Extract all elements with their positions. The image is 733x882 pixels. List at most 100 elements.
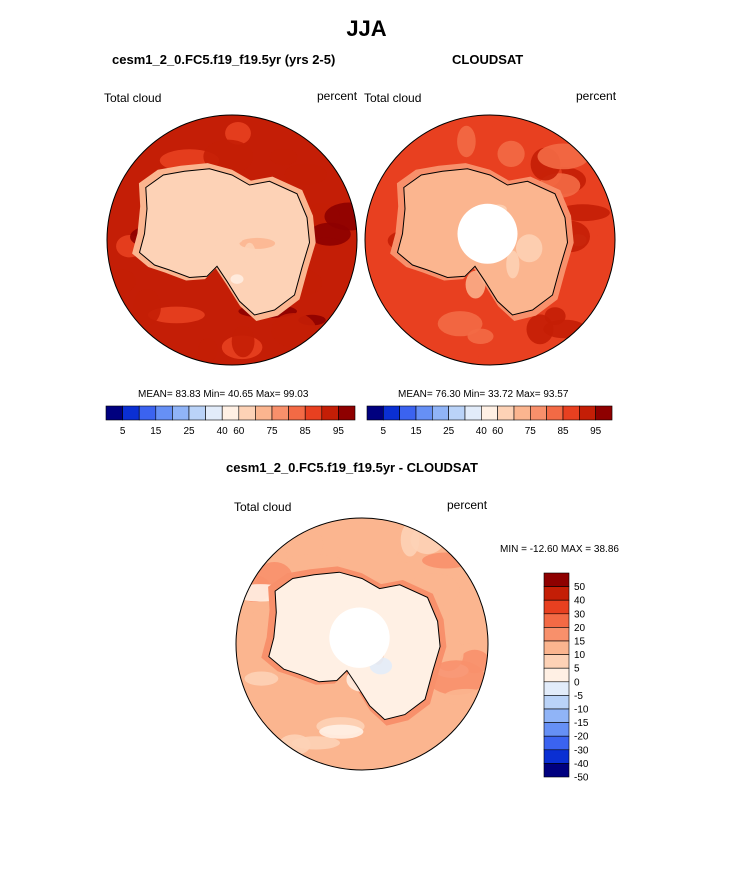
ocean-patch	[291, 736, 340, 750]
interior-patch	[465, 270, 486, 299]
colorbar-box	[543, 572, 570, 587]
interior-patch	[230, 274, 244, 284]
colorbar-box	[321, 405, 339, 421]
colorbar-tick-label: 10	[574, 650, 586, 661]
panel1-units-label: percent	[317, 89, 358, 103]
colorbar-tick-label: 5	[574, 664, 580, 675]
ocean-patch	[457, 125, 476, 158]
ocean-patch	[148, 306, 205, 324]
ocean-patch	[319, 724, 364, 739]
colorbar-box	[543, 722, 570, 737]
colorbar-box	[415, 405, 433, 421]
panel1-variable-label: Total cloud	[104, 91, 162, 105]
ocean-patch	[231, 325, 255, 358]
ocean-patch	[133, 288, 161, 326]
colorbar-tick-label: -30	[574, 745, 589, 756]
colorbar-tick-label: -5	[574, 691, 583, 702]
panel3-title: cesm1_2_0.FC5.f19_f19.5yr - CLOUDSAT	[226, 460, 478, 475]
colorbar-box	[513, 405, 531, 421]
colorbar-tick-label: 50	[574, 582, 586, 593]
colorbar-tick-label: 30	[574, 609, 586, 620]
ocean-patch	[107, 268, 137, 295]
colorbar-box	[366, 405, 384, 421]
ocean-patch	[497, 140, 525, 167]
colorbar-box	[431, 405, 449, 421]
interior-patch	[243, 242, 256, 266]
coastline	[268, 571, 441, 721]
colorbar-box	[543, 599, 570, 615]
panel2-variable-label: Total cloud	[364, 91, 422, 105]
colorbar-box	[543, 735, 570, 751]
colorbar-tick-label: 0	[574, 677, 580, 688]
colorbar-tick-label: -50	[574, 773, 589, 784]
colorbar-box	[543, 613, 570, 628]
colorbar-box	[155, 405, 173, 421]
ocean-patch	[203, 139, 254, 174]
colorbar-box	[382, 405, 400, 421]
colorbar-box	[464, 405, 482, 421]
ocean-patch	[284, 163, 328, 185]
colorbar-box	[238, 405, 256, 421]
panel2-title: CLOUDSAT	[452, 52, 524, 67]
colorbar-tick-label: -15	[574, 718, 589, 729]
panel3-units-label: percent	[447, 498, 488, 512]
colorbar-tick-label: 40	[217, 426, 229, 437]
coastline	[138, 168, 311, 316]
coastline	[396, 168, 569, 316]
colorbar-box	[595, 405, 613, 421]
colorbar-box	[529, 405, 547, 421]
colorbar-tick-label: 95	[333, 426, 345, 437]
interior-patch	[516, 234, 543, 263]
ocean-patch	[537, 143, 589, 170]
colorbar-box	[497, 405, 515, 421]
ocean-patch	[244, 671, 279, 686]
panel2-colorbar: 5 15 25 40 60 75 85 95	[366, 405, 613, 437]
ocean-patch	[462, 118, 495, 129]
polar-data-gap	[457, 203, 518, 264]
colorbar-box	[122, 405, 140, 421]
colorbar-tick-label: 20	[574, 623, 586, 634]
ocean-patch	[526, 314, 554, 345]
colorbar-tick-label: 60	[492, 426, 504, 437]
figure-title: JJA	[346, 16, 387, 41]
colorbar-box	[543, 708, 570, 723]
colorbar-box	[543, 681, 570, 696]
ocean-patch	[400, 523, 420, 557]
panel2-map	[364, 114, 616, 366]
colorbar-box	[543, 667, 570, 683]
colorbar-box	[188, 405, 206, 421]
colorbar-tick-label: 40	[476, 426, 488, 437]
colorbar-box	[543, 695, 570, 710]
colorbar-box	[399, 405, 417, 421]
ocean-patch	[286, 554, 342, 567]
ocean-patch	[427, 660, 485, 695]
ocean-patch	[442, 688, 488, 706]
colorbar-tick-label: 15	[150, 426, 162, 437]
map-boundary	[106, 114, 358, 366]
polar-data-gap	[329, 607, 390, 668]
colorbar-box	[543, 749, 570, 764]
ocean-patch	[309, 222, 351, 246]
ocean-patch	[198, 338, 218, 362]
interior-patch	[355, 667, 377, 688]
colorbar-box	[480, 405, 498, 421]
panel1-stats: MEAN= 83.83 Min= 40.65 Max= 99.03	[138, 389, 309, 400]
colorbar-box	[288, 405, 306, 421]
panel3-variable-label: Total cloud	[234, 500, 292, 514]
ocean-patch	[225, 122, 251, 145]
panel2-stats: MEAN= 76.30 Min= 33.72 Max= 93.57	[398, 389, 569, 400]
panel1-colorbar: 5 15 25 40 60 75 85 95	[105, 405, 356, 437]
colorbar-tick-label: 85	[300, 426, 312, 437]
colorbar-tick-label: 5	[381, 426, 387, 437]
colorbar-box	[543, 627, 570, 642]
panel1-map	[106, 114, 358, 366]
ocean-patch	[444, 340, 479, 365]
colorbar-box	[271, 405, 289, 421]
colorbar-tick-label: 15	[574, 637, 586, 648]
panel1-title: cesm1_2_0.FC5.f19_f19.5yr (yrs 2-5)	[112, 52, 336, 67]
map-boundary	[364, 114, 616, 366]
colorbar-box	[543, 654, 570, 669]
panel3-map	[235, 517, 489, 771]
colorbar-box	[105, 405, 123, 421]
